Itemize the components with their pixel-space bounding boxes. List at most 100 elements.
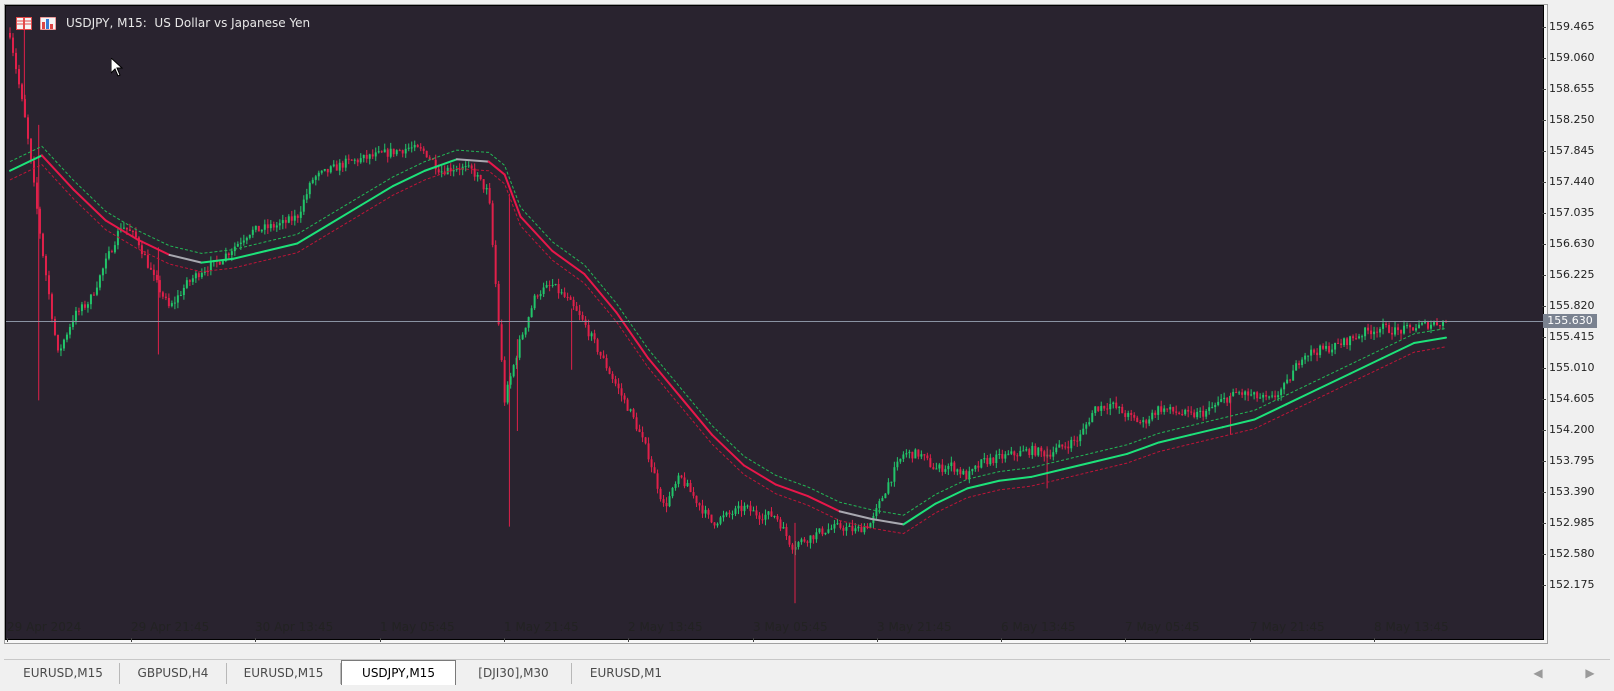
candle-bull [1094,406,1097,414]
tab-dji30-m30[interactable]: [DJI30],M30 [456,663,572,684]
time-tick [1374,638,1375,642]
moving-average-segment [264,242,299,253]
tab-eurusd-m15-2[interactable]: EURUSD,M15 [227,663,341,684]
chart-header: USDJPY, M15: US Dollar vs Japanese Yen [16,14,310,32]
candle-bear [14,52,17,70]
candle-bull [962,470,965,475]
candle-bull [440,171,443,173]
candle-bear [146,255,149,268]
candle-bull [674,483,677,488]
candle-bull [881,498,884,502]
candle-bear [284,220,287,223]
candle-bull [935,468,938,470]
candle-bear [1367,327,1370,331]
candle-bull [1268,396,1271,398]
candle-bear [1427,322,1430,329]
time-label: 7 May 05:45 [1125,620,1200,634]
candle-bull [407,147,410,149]
candle-bull [875,508,878,517]
candle-bear [758,515,761,520]
chart-plot-area[interactable]: USDJPY, M15: US Dollar vs Japanese Yen [5,5,1544,640]
price-label: 152.175 [1549,578,1595,591]
market-depth-icon[interactable] [39,16,57,30]
price-label: 156.225 [1549,268,1595,281]
candle-bull [512,365,515,377]
price-tick [1542,368,1546,369]
candle-bull [314,176,317,180]
candle-bear [1202,410,1205,417]
candle-bull [1364,327,1367,337]
candle-bear [434,159,437,170]
candle-bull [515,357,518,366]
candle-bull [995,454,998,464]
price-label: 157.440 [1549,175,1595,188]
candle-bear [821,528,824,535]
tab-scroll-left-icon[interactable]: ◀ [1533,666,1543,680]
candle-bull [545,285,548,288]
moving-average-segment [391,169,426,188]
candle-bull [1223,397,1226,400]
candle-bear [1412,327,1415,331]
candle-bear [398,150,401,152]
candle-bull [446,167,449,175]
candle-bull [374,152,377,157]
tab-eurusd-m1[interactable]: EURUSD,M1 [572,663,680,684]
price-axis[interactable]: 159.465 159.060 158.655 158.250 157.845 157.4… [1542,5,1605,638]
candle-bear [1355,338,1358,340]
candle-bull [542,287,545,295]
moving-average-segment [136,238,171,256]
candle-bear [47,275,50,295]
price-tick [1542,244,1546,245]
candle-bear [659,488,662,500]
candle-bear [1139,422,1142,424]
candle-bull [809,535,812,543]
tab-eurusd-m15-1[interactable]: EURUSD,M15 [7,663,120,684]
candle-bull [677,475,680,484]
candle-bull [179,294,182,296]
tab-gbpusd-h4[interactable]: GBPUSD,H4 [120,663,227,684]
price-chart-svg[interactable] [6,6,1543,639]
candle-bull [1304,355,1307,360]
candle-bull [242,240,245,243]
candle-bear [1352,336,1355,339]
candle-bear [965,470,968,480]
time-tick [877,638,878,642]
candle-bear [1346,338,1349,346]
time-label: 3 May 21:45 [877,620,952,634]
candle-bear [1193,412,1196,418]
candle-bull [338,162,341,171]
candle-bull [1301,359,1304,366]
candle-bear [779,519,782,529]
time-tick [1250,638,1251,642]
candle-bear [110,251,113,253]
tab-usdjpy-m15[interactable]: USDJPY,M15 [341,660,456,685]
candle-bear [653,467,656,474]
price-label: 155.010 [1549,361,1595,374]
candle-bull [1334,342,1337,350]
candle-bear [1166,408,1169,410]
candle-bear [92,294,95,296]
candle-bull [209,261,212,272]
tab-scroll-right-icon[interactable]: ▶ [1585,666,1595,680]
moving-average-segment [1349,357,1384,375]
chart-window[interactable]: USDJPY, M15: US Dollar vs Japanese Yen 1… [4,4,1597,644]
candle-bear [656,473,659,489]
candle-bull [113,245,116,253]
price-label: 158.655 [1549,82,1595,95]
candle-bear [20,84,23,100]
candle-bull [80,304,83,312]
candle-bear [650,459,653,468]
time-tick [628,638,629,642]
one-click-trading-icon[interactable] [16,16,32,30]
moving-average-segment [1285,387,1320,406]
candle-bull [1109,403,1112,410]
candle-bear [296,215,299,218]
candle-bull [1169,407,1172,410]
candle-bull [890,481,893,483]
candle-bear [776,516,779,520]
candle-bull [1091,413,1094,423]
candle-bear [926,455,929,459]
candle-bear [698,503,701,506]
candle-bull [590,333,593,337]
candle-bear [1322,345,1325,349]
